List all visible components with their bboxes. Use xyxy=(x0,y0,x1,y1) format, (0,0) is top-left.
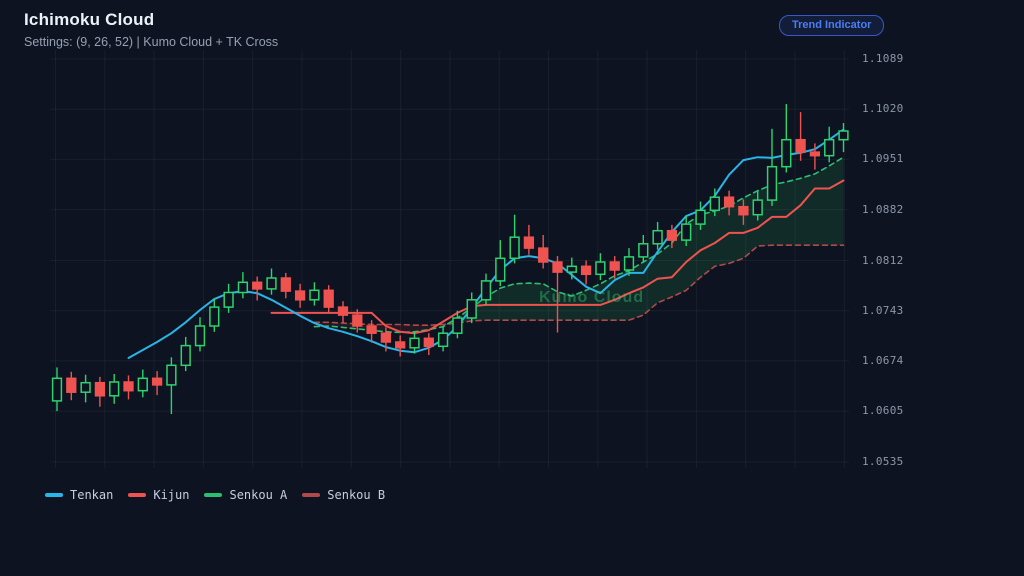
candle xyxy=(666,224,678,249)
candle xyxy=(566,257,577,280)
candle xyxy=(66,371,77,401)
legend-label: Senkou B xyxy=(327,488,386,502)
candle xyxy=(51,367,63,412)
candle xyxy=(695,201,706,230)
y-axis-label: 1.0674 xyxy=(862,353,904,367)
legend-label: Tenkan xyxy=(70,488,114,502)
y-axis-label: 1.0743 xyxy=(862,303,904,317)
candle xyxy=(109,374,120,404)
candle xyxy=(337,301,349,324)
candle xyxy=(123,375,134,400)
candle xyxy=(809,143,821,170)
candle xyxy=(752,190,763,221)
candle xyxy=(94,376,106,407)
candle xyxy=(380,327,392,352)
y-axis-label: 1.0812 xyxy=(862,253,904,267)
kumo-cloud-fill xyxy=(457,157,844,324)
y-axis-label: 1.0951 xyxy=(862,152,904,166)
senkou-a-line xyxy=(313,156,845,334)
candle xyxy=(523,224,535,255)
candle xyxy=(652,221,663,250)
candle xyxy=(638,235,649,263)
candle xyxy=(595,253,606,281)
candle xyxy=(166,357,177,414)
candle xyxy=(838,123,849,153)
candle xyxy=(466,292,477,324)
chart-legend: Tenkan Kijun Senkou A Senkou B xyxy=(45,488,385,502)
y-axis-label: 1.0882 xyxy=(862,202,904,216)
candle xyxy=(580,260,592,285)
candle xyxy=(137,369,148,398)
candle xyxy=(252,276,263,301)
candle xyxy=(266,268,277,295)
candle xyxy=(395,335,406,357)
candles-layer xyxy=(51,104,849,414)
legend-item-senkou-a[interactable]: Senkou A xyxy=(204,488,287,502)
candle xyxy=(509,214,520,264)
candle xyxy=(80,374,91,403)
candle xyxy=(452,310,463,339)
legend-item-senkou-b[interactable]: Senkou B xyxy=(302,488,385,502)
page-title: Ichimoku Cloud xyxy=(24,10,155,29)
kijun-swatch-icon xyxy=(128,493,147,497)
candle xyxy=(151,371,163,396)
candle xyxy=(437,326,449,352)
price-axis: 1.1089 1.1020 1.0951 1.0882 1.0812 1.0743 1.06… xyxy=(862,0,922,576)
senkou-b-swatch-icon xyxy=(302,493,321,497)
candle xyxy=(237,272,249,299)
candle xyxy=(795,112,806,161)
tenkan-swatch-icon xyxy=(45,493,63,497)
y-axis-label: 1.1020 xyxy=(862,102,904,116)
candle xyxy=(223,283,234,313)
legend-item-kijun[interactable]: Kijun xyxy=(128,488,189,502)
candle xyxy=(280,272,291,299)
candle xyxy=(781,104,792,173)
legend-item-tenkan[interactable]: Tenkan xyxy=(45,488,113,502)
candle xyxy=(309,282,320,306)
candle xyxy=(709,188,720,217)
candle xyxy=(209,298,220,332)
candle xyxy=(366,320,377,343)
y-axis-label: 1.0605 xyxy=(862,404,904,418)
candle xyxy=(538,235,549,269)
candle xyxy=(824,126,835,163)
candle xyxy=(294,283,306,308)
candle xyxy=(495,240,506,286)
trend-indicator-badge[interactable]: Trend Indicator xyxy=(779,15,885,36)
candle xyxy=(623,248,635,276)
candle xyxy=(738,199,749,225)
settings-subtitle: Settings: (9, 26, 52) | Kumo Cloud + TK … xyxy=(24,35,279,49)
candle xyxy=(409,331,420,354)
grid-cloud-lines-layer xyxy=(50,50,849,468)
senkou-a-swatch-icon xyxy=(204,493,223,497)
candle xyxy=(323,285,334,313)
chart-header: Ichimoku Cloud Settings: (9, 26, 52) | K… xyxy=(24,10,278,49)
candle xyxy=(609,256,620,279)
candle xyxy=(352,309,363,333)
candle xyxy=(723,190,735,216)
candle xyxy=(194,317,206,352)
candle xyxy=(480,273,492,305)
chart-watermark: Kumo Cloud xyxy=(539,289,644,306)
candle xyxy=(180,336,191,372)
legend-label: Senkou A xyxy=(229,488,288,502)
candle xyxy=(423,333,434,356)
candle xyxy=(552,256,563,333)
senkou-b-line xyxy=(313,244,845,327)
candle xyxy=(766,128,778,206)
legend-label: Kijun xyxy=(153,488,190,502)
candle xyxy=(681,215,692,246)
y-axis-label: 1.1089 xyxy=(862,52,904,65)
y-axis-label: 1.0535 xyxy=(862,455,904,468)
